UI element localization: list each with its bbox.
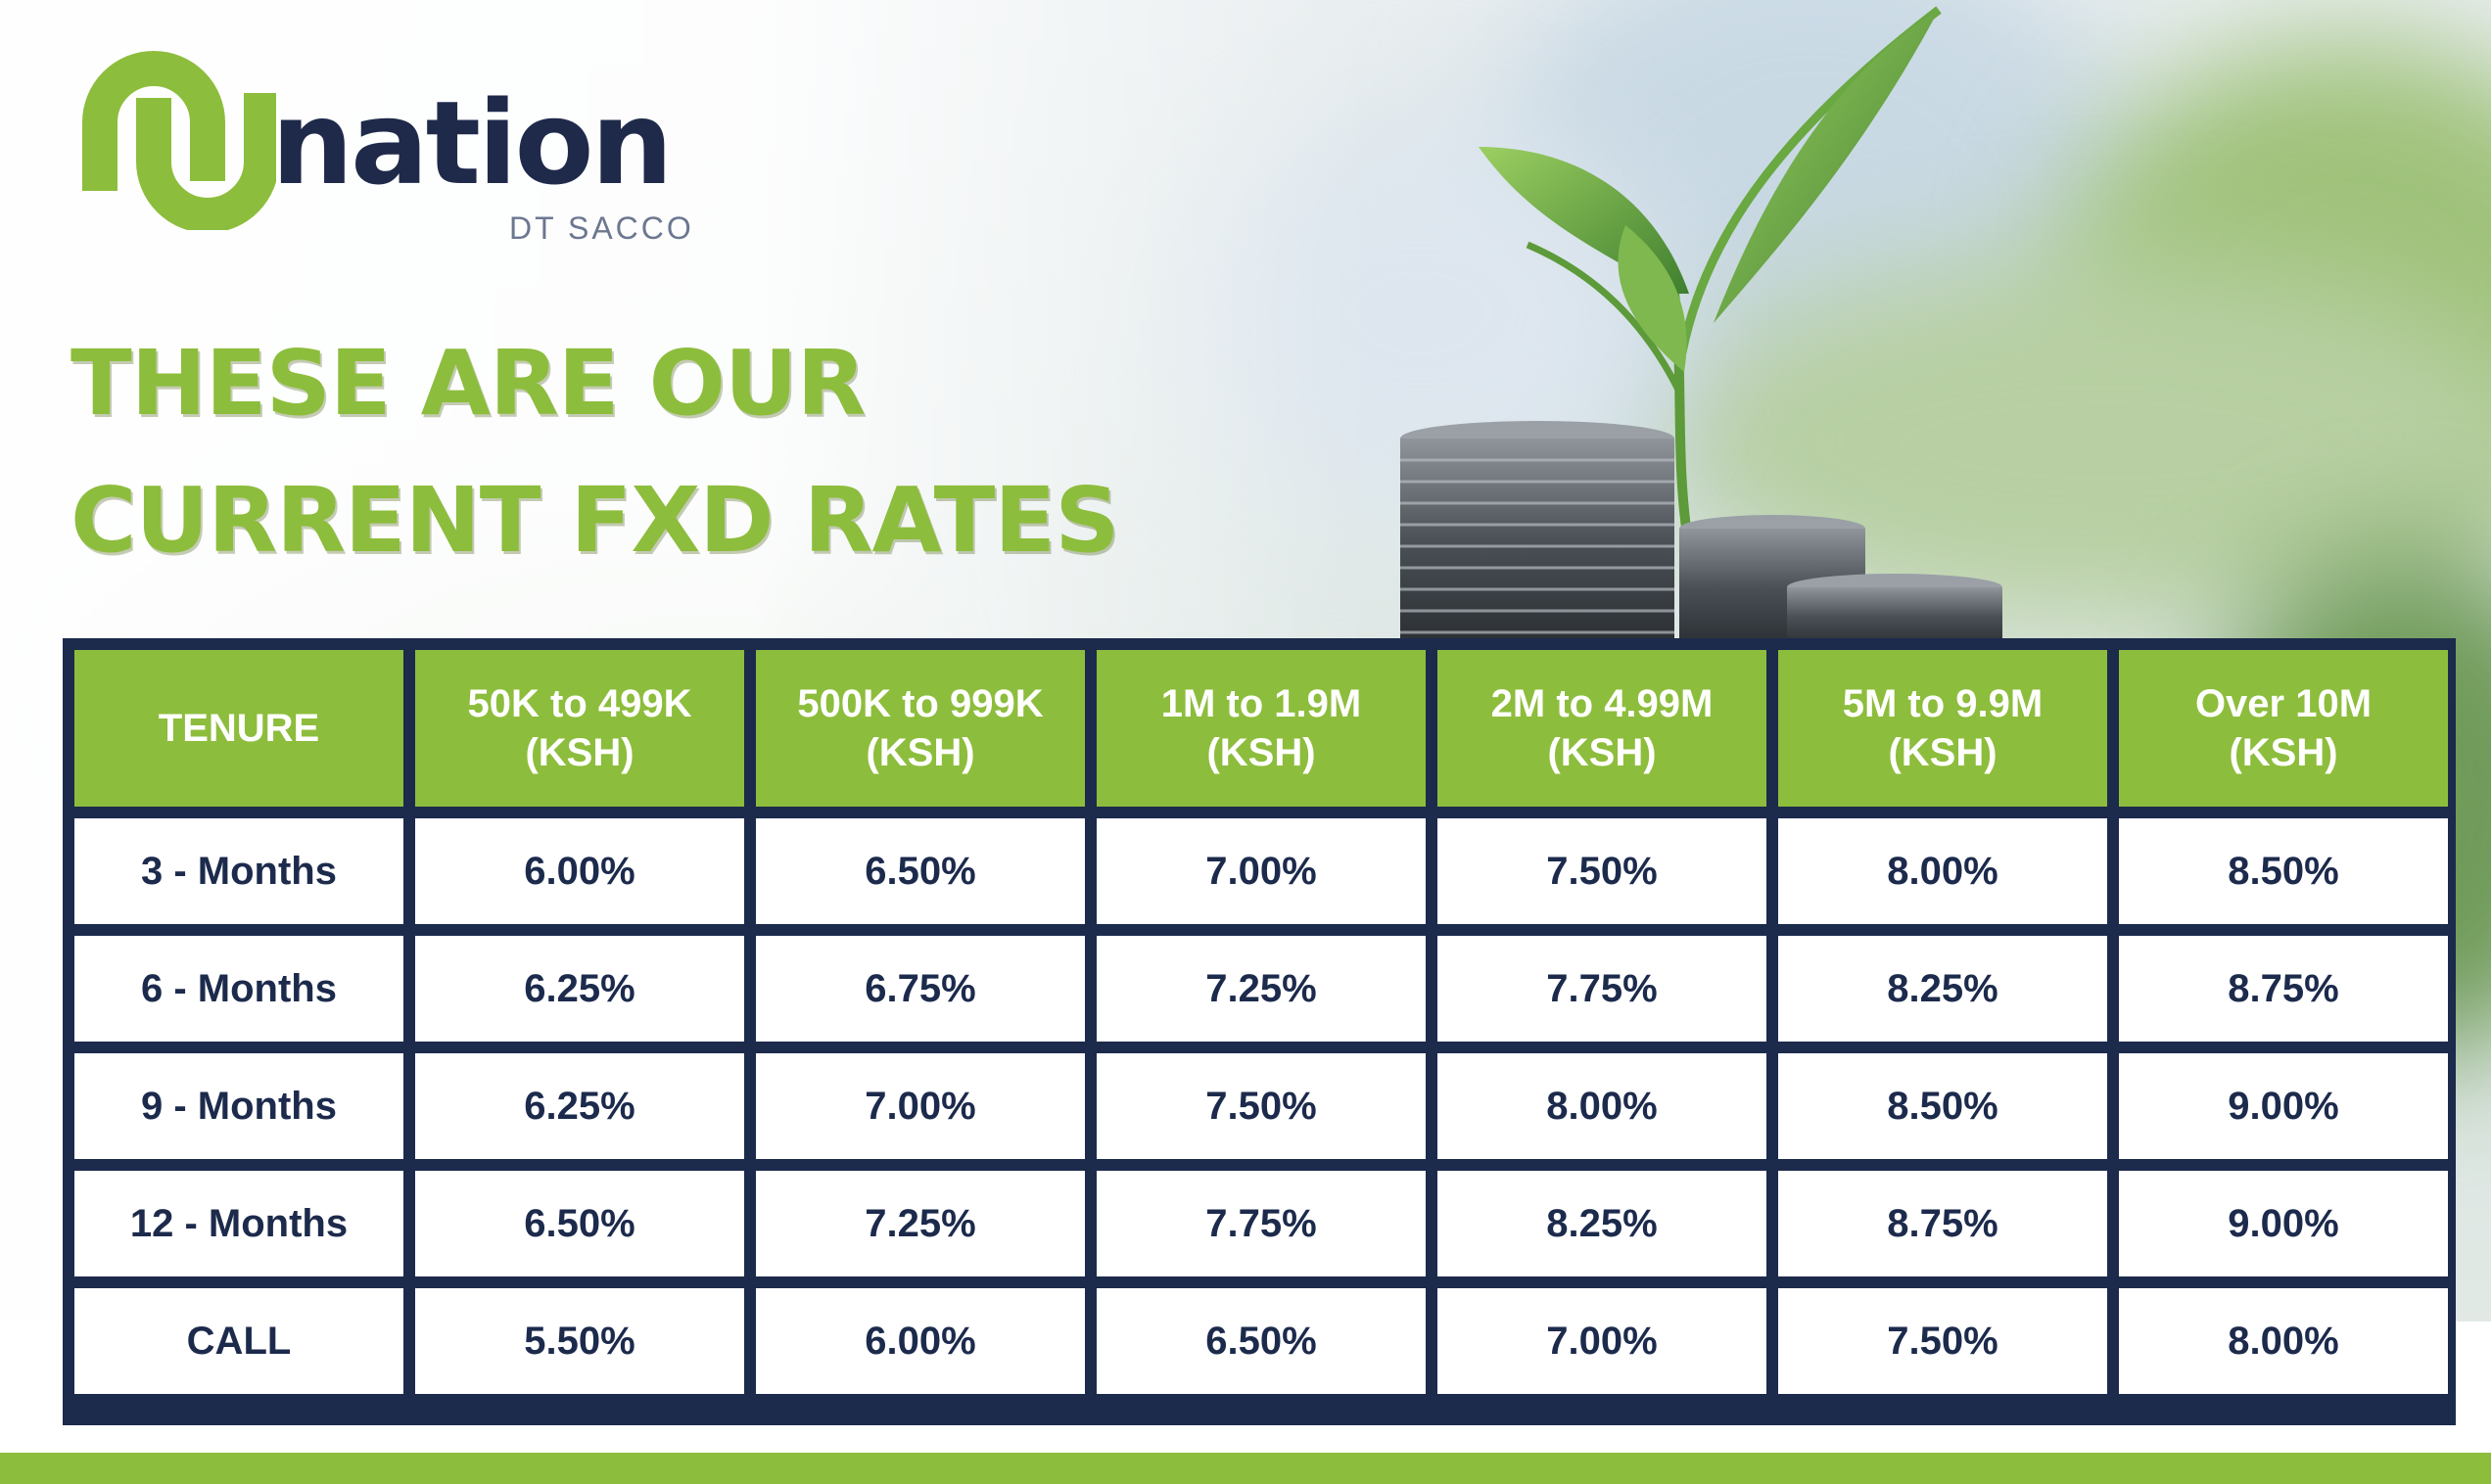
- tenure-cell: CALL: [74, 1288, 403, 1394]
- rate-cell: 7.75%: [1097, 1171, 1426, 1276]
- nation-logo-icon: [82, 51, 276, 230]
- rate-cell: 6.00%: [415, 818, 744, 924]
- rate-cell: 8.50%: [1778, 1053, 2107, 1159]
- rate-cell: 6.25%: [415, 1053, 744, 1159]
- header-range: Over 10M: [2194, 682, 2373, 725]
- brand-subtitle: DT SACCO: [509, 210, 694, 246]
- rate-cell: 7.00%: [1437, 1288, 1766, 1394]
- header-tenure-label: TENURE: [158, 707, 320, 750]
- coins-plant-illustration: [1400, 6, 2002, 646]
- rate-cell: 8.00%: [1778, 818, 2107, 924]
- rate-cell: 6.00%: [756, 1288, 1085, 1394]
- rate-cell: 8.00%: [2119, 1288, 2448, 1394]
- rate-cell: 7.00%: [1097, 818, 1426, 924]
- rate-cell: 6.50%: [756, 818, 1085, 924]
- rate-cell: 7.75%: [1437, 936, 1766, 1042]
- coin-stack-short: [1679, 515, 2002, 646]
- rate-cell: 7.25%: [756, 1171, 1085, 1276]
- header-range: 2M to 4.99M: [1490, 682, 1714, 725]
- header-tenure: TENURE: [74, 650, 403, 807]
- header-unit: (KSH): [1206, 731, 1316, 774]
- rate-cell: 8.50%: [2119, 818, 2448, 924]
- header-range: 50K to 499K: [467, 682, 692, 725]
- rate-cell: 8.25%: [1778, 936, 2107, 1042]
- header-column: 1M to 1.9M (KSH): [1097, 650, 1426, 807]
- page-title: THESE ARE OUR CURRENT FXD RATES: [70, 315, 1246, 589]
- header-column: 5M to 9.9M (KSH): [1778, 650, 2107, 807]
- header-range: 1M to 1.9M: [1160, 682, 1362, 725]
- tenure-cell: 9 - Months: [74, 1053, 403, 1159]
- rates-table: TENURE 50K to 499K (KSH) 500K to 999K (K…: [63, 638, 2456, 1425]
- rate-cell: 7.50%: [1097, 1053, 1426, 1159]
- tenure-cell: 3 - Months: [74, 818, 403, 924]
- header-unit: (KSH): [1547, 731, 1657, 774]
- header-unit: (KSH): [866, 731, 975, 774]
- tenure-cell: 12 - Months: [74, 1171, 403, 1276]
- rate-cell: 7.50%: [1778, 1288, 2107, 1394]
- rate-cell: 8.25%: [1437, 1171, 1766, 1276]
- rate-cell: 7.50%: [1437, 818, 1766, 924]
- rate-cell: 8.75%: [1778, 1171, 2107, 1276]
- rate-cell: 6.25%: [415, 936, 744, 1042]
- header-unit: (KSH): [525, 731, 634, 774]
- tenure-cell: 6 - Months: [74, 936, 403, 1042]
- header-column: 500K to 999K (KSH): [756, 650, 1085, 807]
- header-column: Over 10M (KSH): [2119, 650, 2448, 807]
- rate-cell: 6.75%: [756, 936, 1085, 1042]
- rate-cell: 5.50%: [415, 1288, 744, 1394]
- rate-cell: 8.00%: [1437, 1053, 1766, 1159]
- rate-cell: 7.25%: [1097, 936, 1426, 1042]
- header-unit: (KSH): [2229, 731, 2338, 774]
- coin-stack-tall: [1400, 421, 1674, 644]
- brand-name: nation: [271, 75, 674, 210]
- title-line-1: THESE ARE OUR: [70, 331, 866, 436]
- rate-cell: 6.50%: [415, 1171, 744, 1276]
- brand-logo: nation DT SACCO: [70, 44, 697, 244]
- title-line-2: CURRENT FXD RATES: [70, 468, 1119, 573]
- header-range: 5M to 9.9M: [1842, 682, 2044, 725]
- footer-band: [0, 1453, 2491, 1484]
- header-unit: (KSH): [1888, 731, 1998, 774]
- rate-cell: 7.00%: [756, 1053, 1085, 1159]
- header-column: 2M to 4.99M (KSH): [1437, 650, 1766, 807]
- header-range: 500K to 999K: [797, 682, 1044, 725]
- header-column: 50K to 499K (KSH): [415, 650, 744, 807]
- rate-cell: 6.50%: [1097, 1288, 1426, 1394]
- rate-cell: 9.00%: [2119, 1171, 2448, 1276]
- rate-cell: 8.75%: [2119, 936, 2448, 1042]
- rate-cell: 9.00%: [2119, 1053, 2448, 1159]
